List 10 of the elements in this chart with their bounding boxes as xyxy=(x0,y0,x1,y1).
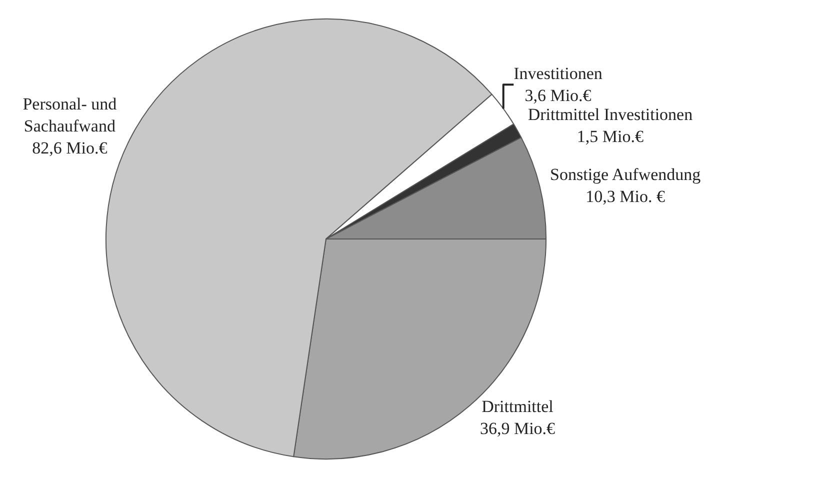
slice-label: Personal- und Sachaufwand xyxy=(22,94,118,136)
slice-label: Investitionen xyxy=(514,64,603,84)
slice-label: Drittmittel Investitionen xyxy=(528,105,694,124)
data-label: 10,3 Mio. € xyxy=(586,187,666,206)
data-label: 36,9 Mio.€ xyxy=(480,419,556,438)
data-label: 82,6 Mio.€ xyxy=(32,138,108,158)
slice-label: Drittmittel xyxy=(482,396,554,416)
data-label: 1,5 Mio.€ xyxy=(576,127,644,146)
slice-label: Sonstige Aufwendung xyxy=(550,165,702,184)
data-label: 3,6 Mio.€ xyxy=(524,86,592,106)
